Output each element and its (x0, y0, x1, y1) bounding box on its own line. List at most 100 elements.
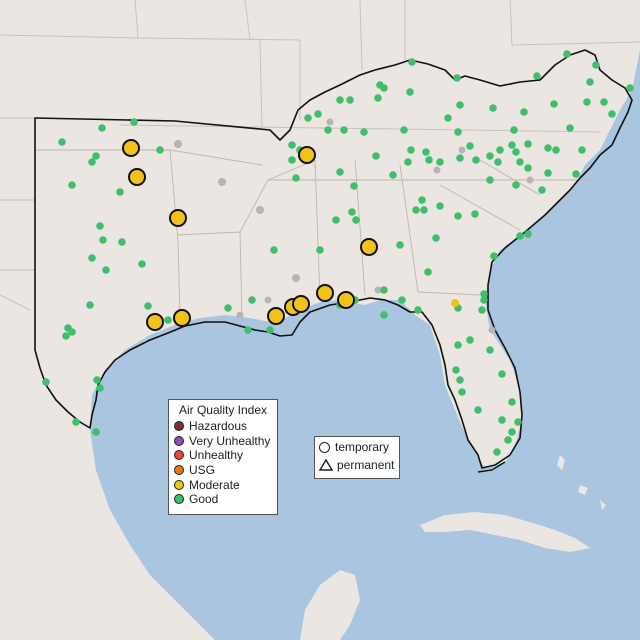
good-monitor (102, 266, 110, 274)
good-monitor (116, 188, 124, 196)
good-monitor (58, 138, 66, 146)
good-monitor (478, 306, 486, 314)
good-monitor (93, 376, 101, 384)
inactive-monitor (236, 311, 244, 319)
good-monitor (380, 84, 388, 92)
good-monitor (454, 341, 462, 349)
good-monitor (400, 126, 408, 134)
legend-label: permanent (337, 458, 395, 472)
good-monitor (436, 202, 444, 210)
good-monitor (340, 126, 348, 134)
good-monitor (533, 72, 541, 80)
good-monitor (566, 124, 574, 132)
good-monitor (490, 252, 498, 260)
inactive-monitor (292, 274, 300, 282)
good-monitor (316, 246, 324, 254)
triangle-icon (319, 459, 333, 471)
good-monitor (42, 378, 50, 386)
good-monitor (292, 174, 300, 182)
good-monitor (92, 152, 100, 160)
moderate-monitor (337, 291, 355, 309)
good-monitor (288, 156, 296, 164)
florida-keys (477, 461, 506, 473)
good-monitor (493, 448, 501, 456)
good-monitor (88, 254, 96, 262)
inactive-monitor (458, 146, 466, 154)
bahamas-land (557, 455, 606, 510)
good-monitor (498, 370, 506, 378)
good-monitor (304, 114, 312, 122)
good-monitor (552, 146, 560, 154)
good-monitor (586, 78, 594, 86)
good-monitor (466, 142, 474, 150)
moderate-monitor (298, 146, 316, 164)
good-monitor (471, 210, 479, 218)
good-monitor (332, 216, 340, 224)
good-monitor (520, 108, 528, 116)
legend-row-temporary: temporary (315, 439, 399, 455)
legend-label: Unhealthy (189, 448, 244, 463)
good-monitor (380, 311, 388, 319)
moderate-monitor (128, 168, 146, 186)
good-monitor (336, 96, 344, 104)
legend-label: temporary (335, 440, 390, 454)
good-monitor (86, 301, 94, 309)
good-monitor (524, 164, 532, 172)
good-monitor (626, 84, 634, 92)
inactive-monitor (326, 118, 334, 126)
good-monitor (62, 332, 70, 340)
good-monitor (348, 208, 356, 216)
good-monitor (360, 128, 368, 136)
good-monitor (452, 366, 460, 374)
good-monitor (508, 428, 516, 436)
good-monitor (324, 126, 332, 134)
unhealthy-swatch (174, 450, 184, 461)
good-monitor (458, 388, 466, 396)
inactive-monitor (174, 140, 182, 148)
moderate-monitor (146, 313, 164, 331)
legend-label: USG (189, 463, 216, 478)
moderate-monitor (267, 307, 285, 325)
good-monitor (456, 154, 464, 162)
good-monitor (412, 206, 420, 214)
legend-row-good: Good (169, 492, 277, 507)
good-monitor (583, 98, 591, 106)
moderate-monitor (169, 209, 187, 227)
good-monitor (224, 304, 232, 312)
good-monitor (96, 222, 104, 230)
good-monitor (486, 176, 494, 184)
good-monitor (346, 96, 354, 104)
good-monitor (350, 182, 358, 190)
good-monitor (472, 156, 480, 164)
good-monitor (414, 306, 422, 314)
good-monitor (578, 146, 586, 154)
legend-row-usg: USG (169, 463, 277, 478)
good-monitor (266, 326, 274, 334)
good-monitor (466, 336, 474, 344)
circle-icon (319, 441, 330, 453)
good-monitor (474, 406, 482, 414)
good-monitor (480, 290, 488, 298)
good-monitor (600, 98, 608, 106)
good-monitor (72, 418, 80, 426)
cuba-land (420, 512, 590, 552)
good-monitor (572, 170, 580, 178)
yucatan-land (300, 570, 360, 640)
good-monitor (422, 148, 430, 156)
good-monitor (398, 296, 406, 304)
good-monitor (314, 110, 322, 118)
good-monitor (563, 50, 571, 58)
good-monitor (456, 376, 464, 384)
good-monitor (96, 384, 104, 392)
good-monitor (88, 158, 96, 166)
good-monitor (480, 296, 488, 304)
moderate-monitor (316, 284, 334, 302)
state-borders (0, 0, 640, 311)
orange-monitor (451, 299, 459, 307)
good-monitor (494, 158, 502, 166)
interior-borders (35, 149, 595, 321)
usg-swatch (174, 465, 184, 476)
good-monitor (504, 436, 512, 444)
good-monitor (436, 158, 444, 166)
